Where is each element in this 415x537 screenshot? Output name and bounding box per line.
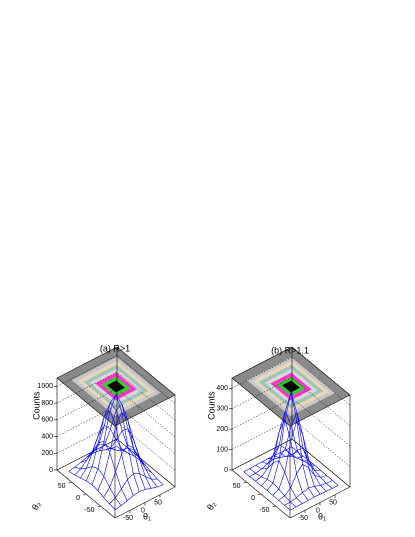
surface-line [110,447,158,488]
surface-line [116,446,164,486]
grid-line [56,438,176,488]
y-tick-label: 50 [58,483,66,490]
surface-line [249,451,298,477]
y-tick-label: -50 [84,507,94,514]
x-tick-label: 50 [154,500,162,507]
grid-line [231,418,351,467]
y-tick [68,481,72,484]
surface-line [249,468,297,508]
x-tick-label: 0 [316,507,320,514]
surface-line [74,466,122,506]
y-axis-label: θ₂ [205,499,218,512]
y-tick [82,493,87,496]
y-tick-label: 50 [233,483,241,490]
y-tick-label: 0 [76,495,80,502]
x-axis-label: θ₁ [143,511,151,521]
surface-line [86,410,134,496]
contour-band [107,380,125,393]
y-tick-label: -50 [259,507,269,514]
surface-line [261,418,309,501]
grid-line [56,388,176,438]
y-axis-label: θ₂ [30,499,43,512]
z-tick-label: 400 [216,385,228,392]
z-tick-label: 600 [41,417,53,424]
z-tick-label: 800 [41,400,53,407]
grid-line [231,377,351,426]
surface-line [80,440,128,501]
grid-line [56,371,176,421]
z-tick-label: 0 [224,467,228,474]
surface-chart: 0 200 400 600 800 1000 -50 0 50 -50 0 50 (a) R>1 Coun… [30,343,176,522]
grid-line [231,438,351,488]
surface-line [98,403,146,490]
z-axis-label: Counts [206,391,216,420]
x-tick-label: -50 [123,515,133,522]
z-tick-label: 0 [49,467,53,474]
chart-title: (b) R>1.1 [271,345,309,355]
surface-line [267,392,315,498]
chart-title: (a) R>1 [100,343,130,353]
y-tick [272,505,276,508]
surface-line [279,448,327,492]
y-tick [97,505,101,508]
z-tick-label: 400 [41,433,53,440]
grid-line [56,355,176,404]
surface-line [104,428,152,489]
z-tick-label: 200 [41,450,53,457]
surface-line [243,471,291,511]
y-tick-label: 0 [251,495,255,502]
x-tick-label: -50 [298,515,308,522]
x-axis-label: θ₁ [318,511,326,521]
z-axis-label: Counts [31,391,41,420]
z-tick-label: 300 [216,406,228,413]
surface-line [291,446,339,486]
surface-line [68,471,116,510]
grid-line [56,421,176,471]
grid-line [231,397,351,447]
x-tick-label: 0 [141,507,145,514]
contour-band [282,380,300,393]
grid-line [56,405,176,454]
surface-line [92,394,140,492]
x-tick-label: 50 [329,500,337,507]
y-tick [257,493,262,496]
z-tick-label: 200 [216,426,228,433]
surface-line [273,412,321,495]
y-tick [243,481,247,484]
surface-line [284,480,333,506]
z-tick-label: 1000 [37,383,53,390]
z-tick-label: 100 [216,446,228,453]
grid-line [231,356,351,406]
surface-line [255,460,303,504]
surface-line [285,449,333,489]
surface-chart: 0 100 200 300 400 -50 0 50 -50 0 50 (b) R>1.1 Counts… [205,345,351,522]
